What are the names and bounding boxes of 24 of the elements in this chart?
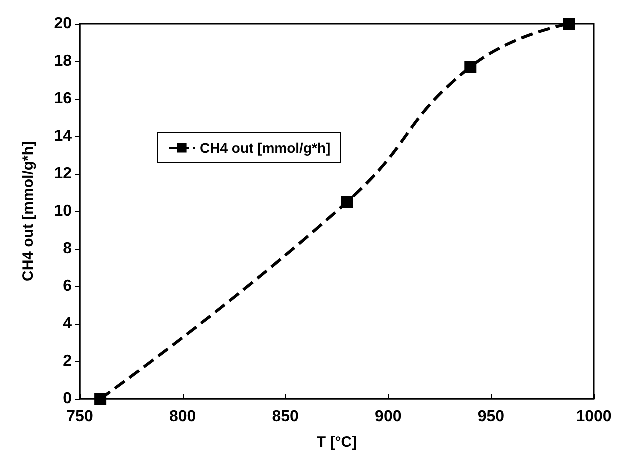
y-tick-label: 14 <box>54 128 72 145</box>
y-tick-label: 2 <box>63 353 72 370</box>
x-tick-label: 950 <box>478 408 505 426</box>
y-tick-label: 20 <box>54 16 72 32</box>
y-tick-label: 10 <box>54 203 72 220</box>
y-tick-label: 4 <box>63 316 72 332</box>
point <box>563 18 576 30</box>
y-tick-label: 16 <box>54 90 72 108</box>
point <box>464 61 477 74</box>
point <box>94 393 107 405</box>
y-tick-label: 0 <box>63 390 72 408</box>
x-axis-title: T [°C] <box>316 434 358 451</box>
point <box>341 196 354 208</box>
x-tick-label: 800 <box>169 408 196 426</box>
y-tick-label: 18 <box>54 53 72 70</box>
y-tick-label: 12 <box>54 166 72 182</box>
y-tick-label: 8 <box>63 240 72 258</box>
x-tick-label: 1000 <box>576 408 612 426</box>
y-axis-title: CH4 out [mmol/g*h] <box>20 142 37 282</box>
legend-label: CH4 out [mmol/g*h] <box>200 140 331 156</box>
x-tick-label: 750 <box>66 408 94 426</box>
y-tick-label: 6 <box>63 278 72 295</box>
x-tick-label: 850 <box>272 408 300 426</box>
x-tick-label: 900 <box>375 408 402 426</box>
